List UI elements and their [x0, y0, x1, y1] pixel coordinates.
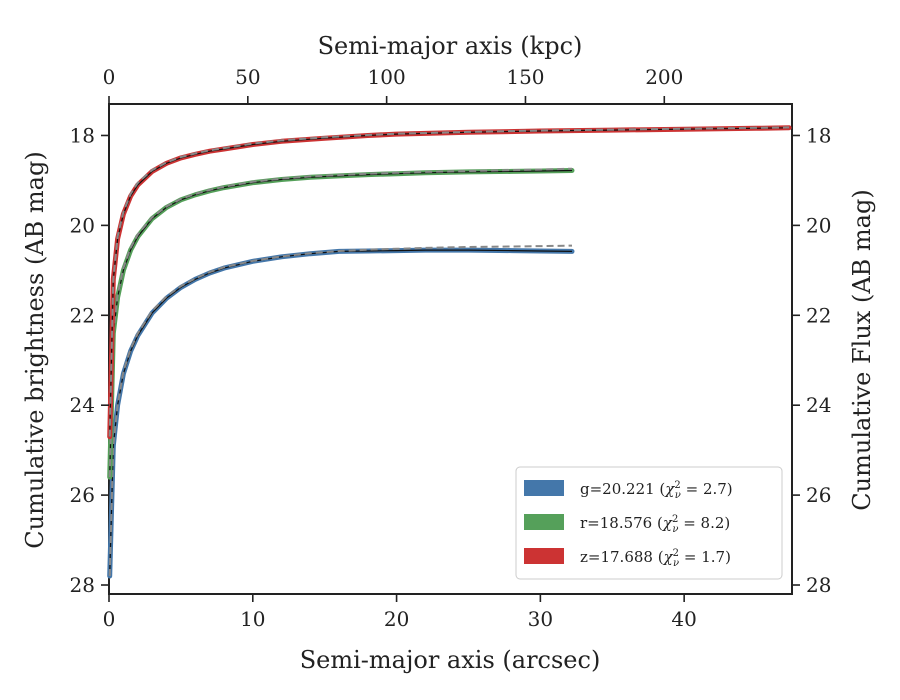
- legend-swatch-0: [524, 480, 564, 496]
- plot-border: [108, 103, 793, 595]
- x-tick-label: 20: [384, 607, 409, 631]
- series-band-1: [107, 168, 575, 480]
- x-tick-label: 30: [528, 607, 553, 631]
- x-tick-label: 10: [240, 607, 265, 631]
- y-tick-label: 22: [70, 303, 95, 327]
- top-x-tick-label: 50: [235, 65, 260, 89]
- top-x-tick-label: 150: [506, 65, 544, 89]
- right-y-tick-label: 22: [806, 303, 831, 327]
- legend-label-2: z=17.688 (χ2 ν = 1.7): [580, 548, 731, 569]
- legend-label-0: g=20.221 (χ2 ν = 2.7): [580, 480, 733, 501]
- plot-frame: [108, 103, 793, 595]
- legend: g=20.221 (χ2 ν = 2.7) r=18.576 (χ2 ν = 8.2)…: [515, 466, 783, 580]
- right-y-tick-label: 20: [806, 213, 831, 237]
- y-axis-label: Cumulative brightness (AB mag): [21, 151, 49, 548]
- legend-swatch-1: [524, 514, 564, 530]
- y-tick-label: 24: [70, 393, 95, 417]
- y-tick-label: 26: [70, 483, 95, 507]
- legend-swatch-2: [524, 548, 564, 564]
- x-tick-label: 0: [103, 607, 116, 631]
- series-line-0: [109, 249, 573, 577]
- right-y-tick-label: 26: [806, 483, 831, 507]
- series-layer: [107, 125, 792, 579]
- series-line-1: [109, 169, 573, 478]
- y-tick-label: 20: [70, 213, 95, 237]
- top-x-tick-label: 200: [645, 65, 683, 89]
- series-band-0: [107, 247, 575, 579]
- x-axis-label: Semi-major axis (arcsec): [300, 646, 601, 674]
- right-y-tick-label: 28: [806, 573, 831, 597]
- legend-box: [515, 466, 783, 580]
- ticks-layer: 0 10 20 30 40 0 50 100 150 200 18 18 20 20 22 22 24 24 26 2…: [70, 65, 832, 631]
- top-x-axis-label: Semi-major axis (kpc): [318, 32, 583, 60]
- top-x-tick-label: 0: [103, 65, 116, 89]
- top-x-tick-label: 100: [368, 65, 406, 89]
- y-tick-label: 18: [70, 123, 95, 147]
- right-y-tick-label: 24: [806, 393, 831, 417]
- right-y-tick-label: 18: [806, 123, 831, 147]
- legend-label-1: r=18.576 (χ2 ν = 8.2): [580, 514, 730, 535]
- x-tick-label: 40: [671, 607, 696, 631]
- series-model-0: [108, 244, 573, 577]
- right-y-axis-label: Cumulative Flux (AB mag): [848, 189, 876, 510]
- series-model-1: [108, 167, 573, 478]
- y-tick-label: 28: [70, 573, 95, 597]
- series-model-2: [108, 126, 790, 437]
